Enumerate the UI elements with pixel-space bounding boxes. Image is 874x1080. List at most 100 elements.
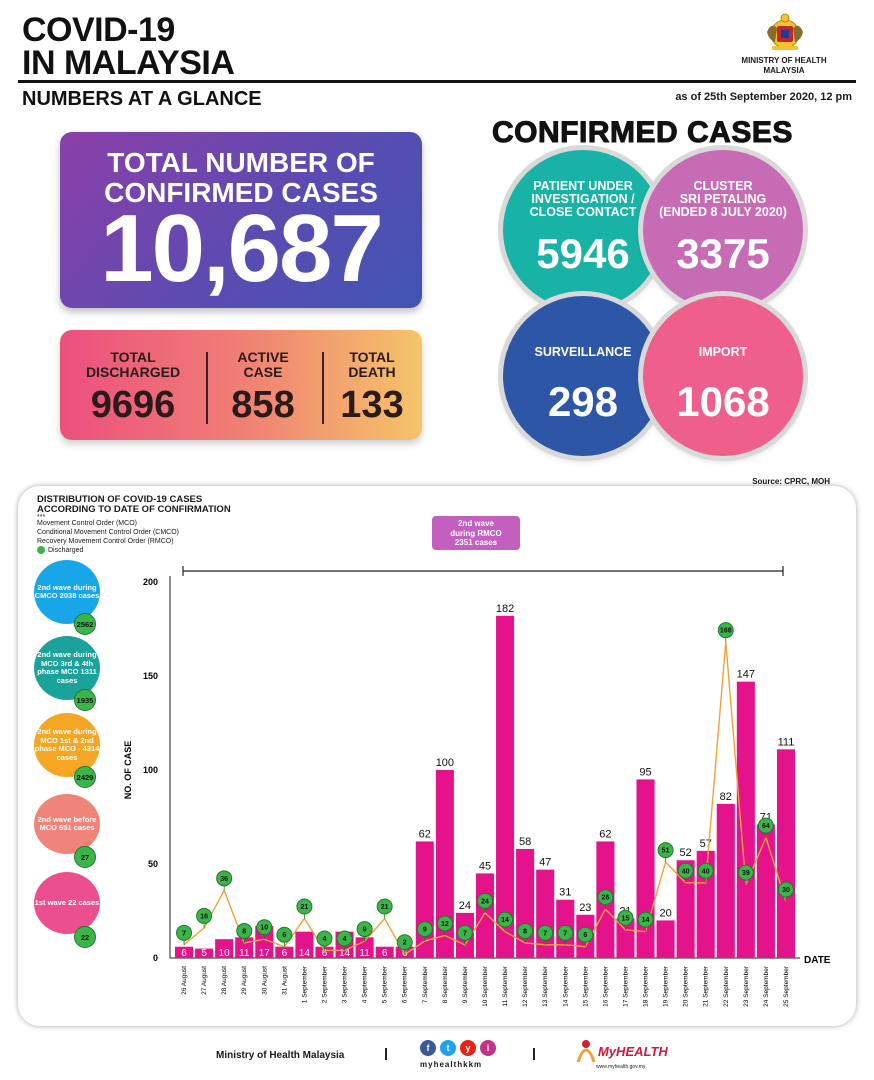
y-tick-label: 100 [143, 765, 158, 775]
discharged-marker [677, 862, 694, 879]
stat-divider [206, 352, 208, 424]
bar-value-label: 6 [382, 948, 388, 959]
discharged-value: 9696 [90, 384, 176, 426]
pui-circle: PATIENT UNDER INVESTIGATION / CLOSE CONT… [503, 150, 663, 310]
cluster-label-1: CLUSTER [693, 179, 753, 193]
bar [776, 749, 795, 958]
discharged-marker [737, 864, 754, 881]
discharged-marker [497, 911, 514, 928]
discharged-marker [176, 924, 193, 941]
bar-value-label: 14 [299, 948, 311, 959]
bar-value-label: 23 [579, 902, 591, 914]
discharged-label-2: DISCHARGED [85, 364, 181, 380]
stat-active: ACTIVE CASE 858 [208, 330, 318, 440]
x-tick-label: 6 September [402, 965, 409, 1003]
bar-value-label: 10 [219, 948, 231, 959]
import-circle: IMPORT 1068 [643, 296, 803, 456]
discharged-value-label: 30 [782, 887, 790, 894]
instagram-icon[interactable]: i [480, 1040, 496, 1056]
discharged-value-label: 16 [200, 913, 208, 920]
distribution-title-2: ACCORDING TO DATE OF CONFIRMATION [37, 504, 231, 515]
youtube-icon[interactable]: y [460, 1040, 476, 1056]
discharged-marker [517, 922, 534, 939]
wave-first-bubble: 1st wave 22 cases [34, 872, 100, 934]
bar [315, 946, 334, 958]
x-tick-label: 16 September [602, 965, 609, 1007]
y-tick-label: 200 [143, 577, 158, 587]
y-tick-label: 50 [148, 859, 158, 869]
total-confirmed-card: TOTAL NUMBER OF CONFIRMED CASES 10,687 [60, 132, 422, 308]
summary-stats-card: TOTAL DISCHARGED 9696 ACTIVE CASE 858 TO… [60, 330, 422, 440]
x-tick-label: 17 September [622, 965, 629, 1007]
discharged-value-label: 7 [563, 930, 567, 937]
discharged-value-label: 6 [282, 932, 286, 939]
bar-value-label: 47 [539, 857, 551, 869]
discharged-marker [296, 898, 313, 915]
discharged-value-label: 2 [403, 940, 407, 947]
discharged-value-label: 51 [662, 848, 670, 855]
total-confirmed-title: TOTAL NUMBER OF CONFIRMED CASES [60, 148, 422, 208]
discharged-value-label: 21 [381, 904, 389, 911]
discharged-label-1: TOTAL [110, 349, 156, 365]
x-tick-label: 12 September [522, 965, 529, 1007]
bar-value-label: 182 [496, 603, 514, 615]
legend-discharged-dot-icon [37, 546, 45, 554]
x-tick-label: 19 September [663, 965, 670, 1007]
discharged-marker [657, 842, 674, 859]
wave-first-discharged: 22 [74, 926, 96, 948]
surveillance-circle: SURVEILLANCE 298 [503, 296, 663, 456]
stat-death: TOTAL DEATH 133 [324, 330, 420, 440]
bar-value-label: 6 [282, 948, 288, 959]
discharged-marker [316, 930, 333, 947]
discharged-value-label: 8 [523, 928, 527, 935]
facebook-icon[interactable]: f [420, 1040, 436, 1056]
bar-value-label: 6 [181, 948, 187, 959]
y-tick-label: 0 [153, 953, 158, 963]
legend-stars: *** [37, 514, 46, 521]
cluster-value: 3375 [676, 230, 770, 277]
active-label-1: ACTIVE [237, 349, 289, 365]
legend-rmco: Recovery Movement Control Order (RMCO) [37, 538, 174, 545]
bar-value-label: 5 [201, 948, 207, 959]
cluster-circle: CLUSTER SRI PETALING (ENDED 8 JULY 2020)… [643, 150, 803, 310]
myhealth-url: www.myhealth.gov.my [596, 1064, 646, 1070]
bar-value-label: 11 [239, 948, 250, 959]
title-line-1: COVID-19 [22, 11, 175, 49]
distribution-title: DISTRIBUTION OF COVID-19 CASES ACCORDING… [37, 495, 231, 515]
bar [295, 931, 314, 958]
discharged-value-label: 7 [182, 930, 186, 937]
cluster-label-2: SRI PETALING [679, 192, 767, 206]
x-tick-label: 23 September [743, 965, 750, 1007]
discharged-marker [537, 924, 554, 941]
discharged-value-label: 4 [343, 936, 347, 943]
bar-value-label: 111 [778, 736, 795, 748]
twitter-icon[interactable]: t [440, 1040, 456, 1056]
discharged-value-label: 36 [220, 876, 228, 883]
discharged-marker [557, 924, 574, 941]
rmco-line-3: 2351 cases [454, 538, 498, 547]
total-title-line-1: TOTAL NUMBER OF [107, 147, 375, 178]
discharged-value-label: 9 [423, 927, 427, 934]
wave-mco12-discharged: 2429 [74, 766, 96, 788]
x-tick-label: 1 September [301, 965, 308, 1003]
bar-value-label: 31 [559, 887, 571, 899]
total-confirmed-value: 10,687 [100, 195, 384, 302]
active-label: ACTIVE CASE [208, 350, 318, 380]
cluster-label-3: (ENDED 8 JULY 2020) [659, 205, 787, 219]
x-tick-label: 8 September [442, 965, 449, 1003]
legend-mco: Movement Control Order (MCO) [37, 520, 137, 527]
bar [496, 615, 515, 958]
pui-value: 5946 [536, 230, 630, 277]
bar-value-label: 58 [519, 836, 531, 848]
wave-before-mco-bubble: 2nd wave before MCO 651 cases [34, 794, 100, 854]
discharged-marker [456, 924, 473, 941]
bar-value-label: 6 [322, 948, 328, 959]
bar [175, 946, 194, 958]
bar [676, 860, 695, 958]
bar [275, 946, 294, 958]
x-tick-label: 26 August [181, 966, 188, 995]
ministry-crest-icon [767, 13, 803, 50]
bar [375, 946, 394, 958]
active-label-2: CASE [243, 364, 283, 380]
